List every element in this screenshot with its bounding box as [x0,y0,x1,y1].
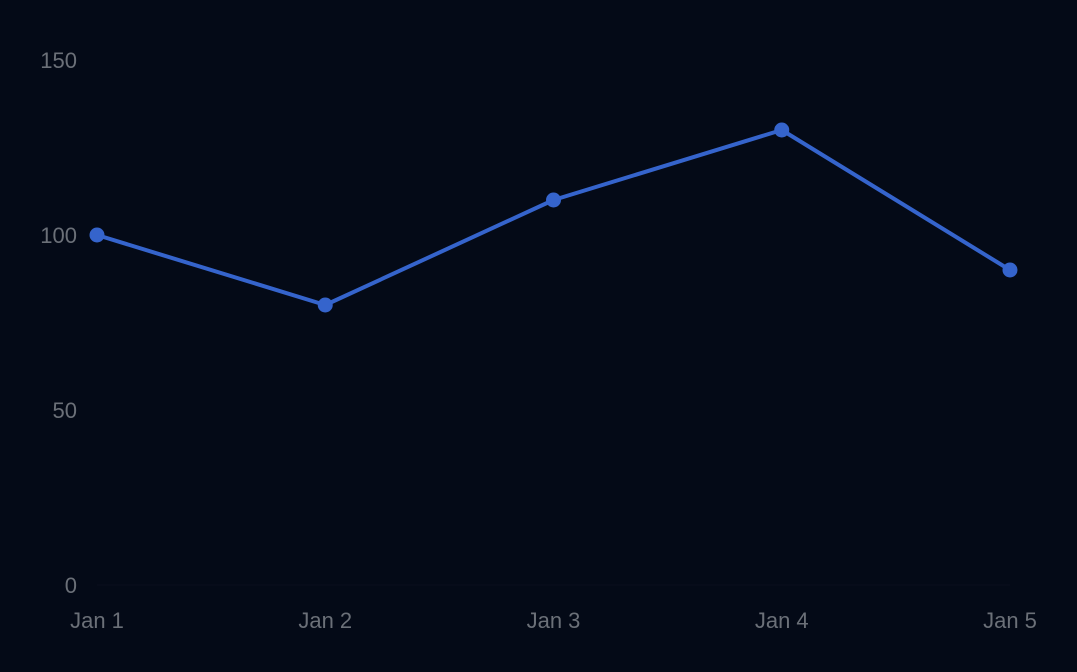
data-point [774,122,790,138]
data-point [89,227,105,243]
series-layer [89,122,1018,313]
x-axis-ticks: Jan 1 Jan 2 Jan 3 Jan 4 Jan 5 [70,608,1037,633]
x-tick-label: Jan 5 [983,608,1037,633]
y-tick-label: 100 [40,223,77,248]
y-tick-label: 50 [53,398,77,423]
x-tick-label: Jan 3 [527,608,581,633]
data-point [1002,262,1018,278]
y-axis-ticks: 0 50 100 150 [40,48,77,598]
x-tick-label: Jan 1 [70,608,124,633]
y-tick-label: 0 [65,573,77,598]
x-tick-label: Jan 4 [755,608,809,633]
y-tick-label: 150 [40,48,77,73]
data-point [546,192,561,208]
data-point [317,297,333,313]
x-tick-label: Jan 2 [298,608,352,633]
